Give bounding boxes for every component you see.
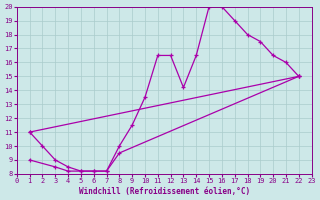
X-axis label: Windchill (Refroidissement éolien,°C): Windchill (Refroidissement éolien,°C) xyxy=(79,187,250,196)
